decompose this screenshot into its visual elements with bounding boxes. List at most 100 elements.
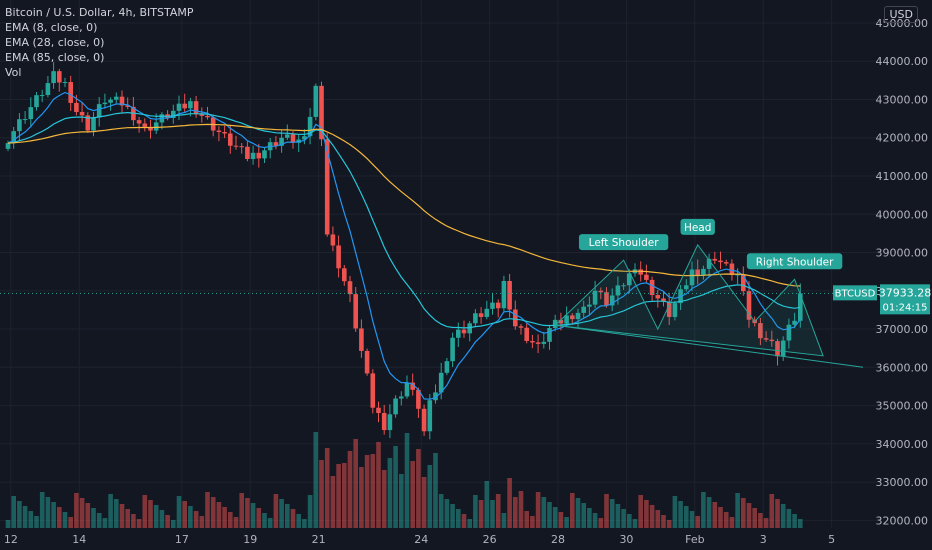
candle [478,313,484,317]
volume-bar [165,515,170,528]
volume-bar [621,509,626,528]
volume-bar [108,494,113,528]
candle [336,245,341,269]
volume-bar [51,502,56,528]
volume-bar [136,519,142,528]
volume-bar [541,497,547,528]
candle [666,301,672,317]
volume-bar [547,502,552,528]
volume-bar [456,509,461,528]
candle [416,389,421,409]
volume-bar [182,501,187,528]
volume-bar [530,516,535,528]
volume-bar [478,500,484,528]
volume-bar [701,492,706,528]
candle [746,291,752,320]
candle [102,102,108,105]
volume-bar [96,513,102,528]
candle [108,99,113,103]
volume-bar [228,512,233,528]
volume-bar [609,499,615,528]
volume-bar [171,520,176,528]
legend: Bitcoin / U.S. Dollar, 4h, BITSTAMP EMA … [5,5,193,80]
candle [758,323,763,339]
candle [347,281,353,295]
currency-button[interactable]: USD [884,6,918,23]
volume-bar [347,451,353,528]
candle [250,152,256,160]
candle [490,302,495,309]
candle [695,269,700,276]
candle [188,101,193,109]
volume-bar [336,464,341,528]
x-tick-label: 12 [4,533,18,546]
candle [570,315,575,320]
volume-bar [581,503,586,528]
candle [199,114,205,116]
volume-bar [507,478,512,528]
ema-line-8 [7,91,801,400]
volume-bar [763,518,769,528]
candle [792,320,797,325]
volume-bar [649,505,655,528]
y-tick-label: 41000.00 [876,170,929,183]
candle [524,327,529,341]
ema-line-28 [7,111,801,329]
candle [518,326,524,328]
volume-bar [729,517,735,528]
candle [552,319,558,328]
y-tick-label: 36000.00 [876,361,929,374]
symbol-tag-label: BTCUSD [835,288,876,299]
volume-bar [775,499,780,528]
volume-bar [342,463,347,528]
volume-bar [57,507,62,528]
volume-bar [672,496,678,528]
candle [649,279,655,296]
candle [473,313,478,324]
candle [193,101,199,115]
x-tick-label: 28 [551,533,565,546]
volume-bar [85,503,91,528]
candle [39,95,45,97]
volume-bar [666,520,672,528]
volume-bar [552,507,558,528]
x-tick-label: Feb [685,533,704,546]
volume-bar [444,499,450,528]
volume-bar [752,508,757,528]
volume-bar [735,493,740,528]
candle [769,339,775,342]
candle [79,112,85,116]
volume-bar [780,504,786,528]
candle [68,82,73,103]
volume-bar [461,514,467,528]
volume-bar [495,494,501,528]
candle [615,285,621,296]
candle [182,103,187,109]
candle [438,372,444,393]
head-shoulders-pattern [554,243,824,357]
volume-bar [427,465,433,528]
volume-bar [712,502,718,528]
volume-bar [370,454,376,528]
ema-line-85 [7,123,801,287]
candle [353,294,358,329]
volume-bar [689,511,695,528]
candle [638,269,643,275]
volume-bar [279,499,284,528]
volume-bar [404,433,410,528]
volume-bar [678,501,683,528]
volume-bar [319,460,324,528]
legend-vol: Vol [5,66,22,79]
volume-bar [490,500,495,528]
volume-bar [22,506,28,528]
volume-bar [210,497,216,528]
volume-bar [798,519,803,528]
volume-bar [438,494,444,528]
candle [153,122,159,131]
volume-bar [199,516,205,528]
volume-bar [632,519,638,528]
candle [387,414,393,431]
volume-bar [792,514,797,528]
volume-bar [769,494,775,528]
